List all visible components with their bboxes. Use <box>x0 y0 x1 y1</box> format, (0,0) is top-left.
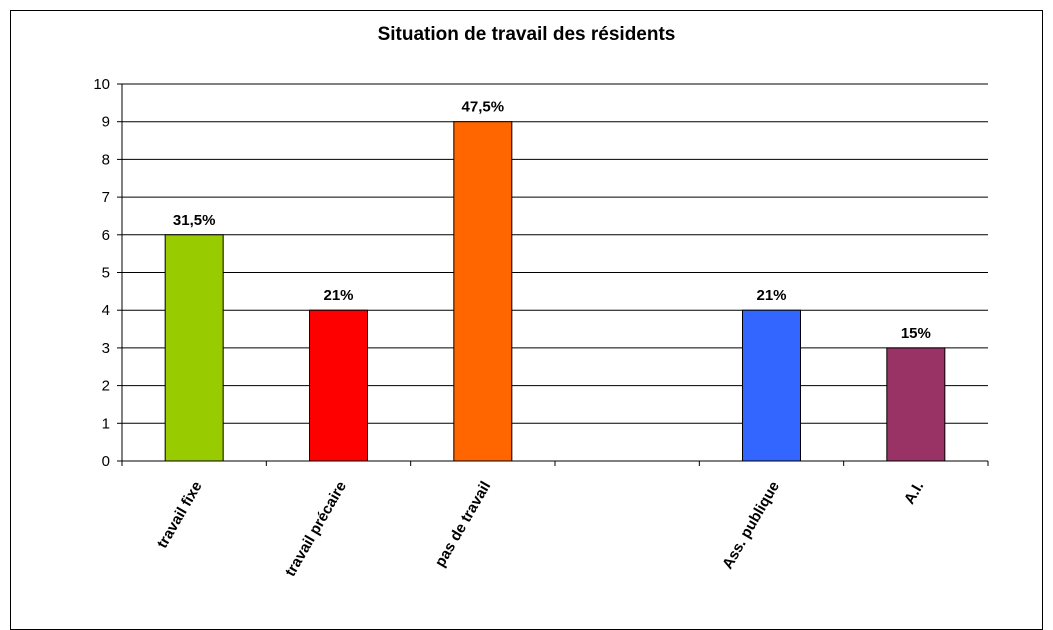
bar <box>886 347 946 462</box>
x-tick-label: A.I. <box>901 479 927 508</box>
y-tick-label: 6 <box>102 227 110 244</box>
data-label: 21% <box>323 287 353 304</box>
x-tick-label: travail fixe <box>154 479 206 552</box>
y-tick-label: 10 <box>93 76 110 93</box>
y-tick-label: 2 <box>102 378 110 395</box>
y-tick-label: 4 <box>102 302 110 319</box>
y-tick-label: 9 <box>102 114 110 131</box>
bar <box>164 234 224 462</box>
bar <box>742 309 801 462</box>
data-label: 47,5% <box>462 99 505 116</box>
y-tick-label: 3 <box>102 340 110 357</box>
bar <box>453 121 513 462</box>
data-label: 21% <box>756 287 786 304</box>
chart-title: Situation de travail des résidents <box>377 24 676 45</box>
data-label: 31,5% <box>173 212 216 229</box>
bar <box>309 309 368 462</box>
x-tick-label: Ass. publique <box>719 479 783 573</box>
x-tick-label: travail précaire <box>282 479 350 580</box>
y-tick-label: 8 <box>102 151 110 168</box>
y-tick-label: 7 <box>102 189 110 206</box>
y-tick-label: 0 <box>102 453 110 470</box>
y-tick-label: 5 <box>102 265 110 282</box>
y-tick-label: 1 <box>102 415 110 432</box>
x-tick-label: pas de travail <box>432 479 495 571</box>
data-label: 15% <box>901 325 931 342</box>
